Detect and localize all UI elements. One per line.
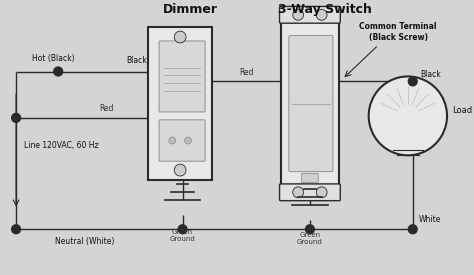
FancyBboxPatch shape: [281, 22, 339, 185]
Text: Green
Ground: Green Ground: [170, 229, 195, 242]
Text: White: White: [419, 215, 442, 224]
Circle shape: [12, 113, 20, 122]
Text: Dimmer: Dimmer: [163, 3, 218, 16]
Circle shape: [408, 225, 417, 234]
FancyBboxPatch shape: [159, 41, 205, 112]
Circle shape: [293, 9, 303, 20]
Text: 3-Way Switch: 3-Way Switch: [278, 3, 372, 16]
Circle shape: [306, 225, 314, 234]
Circle shape: [169, 137, 176, 144]
FancyBboxPatch shape: [280, 184, 340, 201]
Text: Common Terminal
(Black Screw): Common Terminal (Black Screw): [359, 22, 437, 42]
Circle shape: [369, 76, 447, 155]
FancyBboxPatch shape: [301, 174, 318, 182]
Text: Hot (Black): Hot (Black): [32, 54, 74, 63]
Circle shape: [12, 225, 20, 234]
Text: Red: Red: [100, 104, 114, 114]
Text: Black: Black: [126, 56, 147, 65]
FancyBboxPatch shape: [148, 27, 212, 180]
Text: Load: Load: [452, 106, 472, 115]
Text: Green
Ground: Green Ground: [297, 232, 323, 245]
Text: Red: Red: [239, 68, 254, 77]
Circle shape: [316, 187, 327, 198]
Text: Black: Black: [420, 70, 441, 79]
Circle shape: [174, 164, 186, 176]
Circle shape: [184, 137, 191, 144]
Circle shape: [178, 225, 187, 234]
FancyBboxPatch shape: [289, 35, 333, 172]
Circle shape: [293, 187, 303, 198]
Text: Line 120VAC, 60 Hz: Line 120VAC, 60 Hz: [24, 141, 99, 150]
Text: Neutral (White): Neutral (White): [55, 236, 115, 246]
Circle shape: [54, 67, 63, 76]
Circle shape: [408, 77, 417, 86]
Circle shape: [316, 9, 327, 20]
Circle shape: [174, 31, 186, 43]
FancyBboxPatch shape: [280, 6, 340, 23]
FancyBboxPatch shape: [159, 120, 205, 161]
